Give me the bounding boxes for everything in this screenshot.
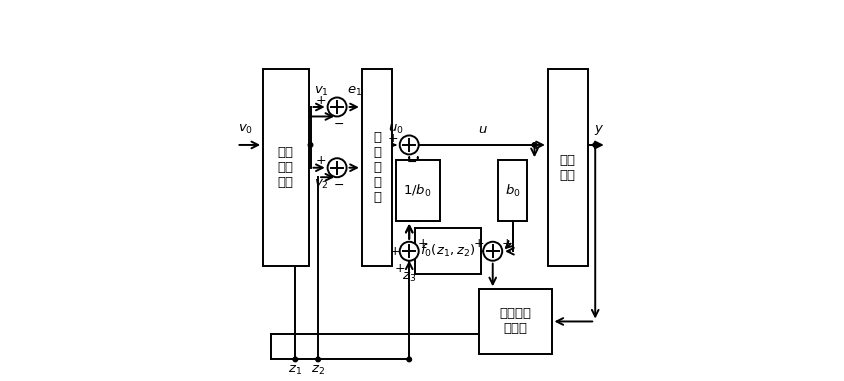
Text: +: + <box>389 245 400 258</box>
Bar <box>262 69 308 266</box>
Circle shape <box>293 357 297 362</box>
Text: $-$: $-$ <box>405 155 416 168</box>
Bar <box>396 160 439 221</box>
Bar <box>498 160 527 221</box>
Text: $-$: $-$ <box>333 117 344 130</box>
Bar <box>479 289 551 354</box>
Text: $1/b_0$: $1/b_0$ <box>403 182 431 199</box>
Circle shape <box>316 357 320 362</box>
Bar <box>361 69 392 266</box>
Text: +: + <box>315 154 326 167</box>
Text: 扩张状态
观测器: 扩张状态 观测器 <box>499 307 531 335</box>
Text: $v_2$: $v_2$ <box>313 178 328 191</box>
Circle shape <box>399 242 419 261</box>
Circle shape <box>532 142 536 147</box>
Text: 非
线
性
组
合: 非 线 性 组 合 <box>372 131 381 204</box>
Text: +: + <box>500 237 511 250</box>
Circle shape <box>399 136 419 154</box>
Circle shape <box>327 98 346 117</box>
Circle shape <box>483 242 501 261</box>
Bar <box>414 229 481 274</box>
Text: $z_1$: $z_1$ <box>288 364 302 377</box>
Circle shape <box>407 357 411 362</box>
Text: +: + <box>473 237 484 250</box>
Circle shape <box>327 158 346 177</box>
Text: $z_2$: $z_2$ <box>311 364 325 377</box>
Text: 安排
过渡
过程: 安排 过渡 过程 <box>278 146 294 189</box>
Text: $v_0$: $v_0$ <box>238 123 253 136</box>
Text: $u_0$: $u_0$ <box>387 123 403 136</box>
Text: $y$: $y$ <box>593 123 604 137</box>
Text: $e_1$: $e_1$ <box>346 85 361 98</box>
Text: $f_0(z_1,z_2)$: $f_0(z_1,z_2)$ <box>420 243 475 259</box>
Text: +: + <box>417 237 427 250</box>
Text: +: + <box>387 131 398 145</box>
Bar <box>547 69 587 266</box>
Text: $z_3$: $z_3$ <box>402 271 416 284</box>
Text: $v_1$: $v_1$ <box>313 85 328 98</box>
Text: $u$: $u$ <box>478 123 488 136</box>
Text: +: + <box>315 94 326 107</box>
Text: $-$: $-$ <box>333 178 344 190</box>
Circle shape <box>308 142 312 147</box>
Circle shape <box>592 142 597 147</box>
Text: 被控
对象: 被控 对象 <box>559 154 575 182</box>
Text: $b_0$: $b_0$ <box>504 182 520 199</box>
Text: +: + <box>394 262 404 275</box>
